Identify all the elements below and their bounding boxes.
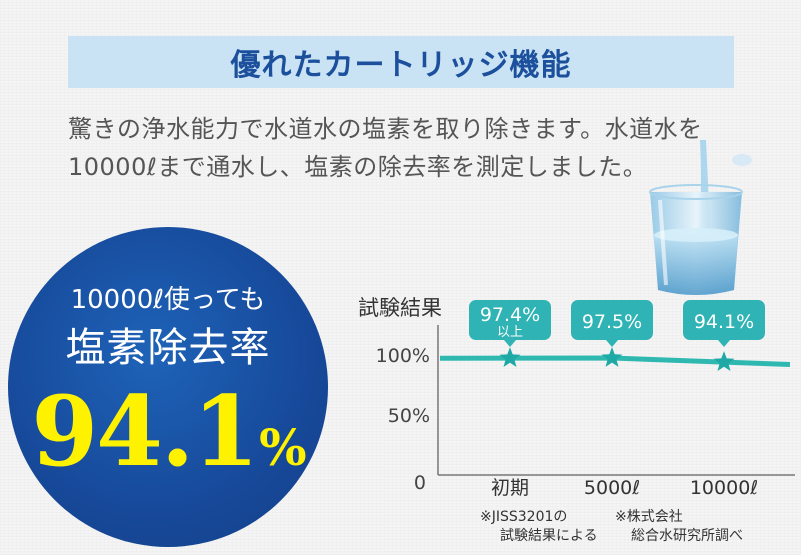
water-glass-icon bbox=[649, 140, 752, 295]
results-chart: 試験結果 100% 50% 0 初期 5000ℓ 10000ℓ 97.4%以上 97.5%… bbox=[358, 296, 795, 499]
removal-rate-badge: 10000ℓ使っても 塩素除去率 94.1% bbox=[8, 227, 328, 547]
x-tick-label: 初期 bbox=[491, 477, 529, 499]
badge-number: 94.1 bbox=[31, 375, 259, 488]
title-banner: 優れたカートリッジ機能 bbox=[68, 36, 734, 88]
data-label-value: 97.5% bbox=[582, 311, 642, 333]
footnote-1-line-1: ※JISS3201の bbox=[480, 509, 568, 525]
y-tick-label: 50% bbox=[388, 405, 430, 427]
footnote-2-line-2: 総合水研究所調べ bbox=[631, 528, 743, 544]
description: 驚きの浄水能力で水道水の塩素を取り除きます。水道水を 10000ℓまで通水し、塩… bbox=[68, 110, 768, 186]
star-marker bbox=[601, 347, 623, 367]
footnote-1-line-2: 試験結果による bbox=[500, 528, 598, 544]
footnote-2-line-1: ※株式会社 bbox=[615, 509, 683, 525]
chart-title: 試験結果 bbox=[358, 296, 442, 320]
y-tick-label: 0 bbox=[414, 472, 426, 494]
badge-line-1: 10000ℓ使っても bbox=[70, 285, 266, 315]
data-label-value: 94.1% bbox=[694, 311, 754, 333]
data-label-sub: 以上 bbox=[497, 325, 523, 340]
badge-value: 94.1% bbox=[8, 375, 328, 488]
x-tick-label: 10000ℓ bbox=[690, 477, 758, 499]
footnote-2: ※株式会社 総合水研究所調べ bbox=[615, 508, 743, 546]
data-label-value: 97.4% bbox=[480, 304, 540, 326]
badge-unit: % bbox=[259, 418, 306, 477]
x-tick-label: 5000ℓ bbox=[584, 477, 640, 499]
badge-line-2: 塩素除去率 bbox=[65, 325, 271, 371]
description-line-1: 驚きの浄水能力で水道水の塩素を取り除きます。水道水を bbox=[68, 115, 703, 143]
description-line-2: 10000ℓまで通水し、塩素の除去率を測定しました。 bbox=[68, 153, 648, 181]
data-label: 97.4%以上 bbox=[469, 300, 551, 347]
y-tick-label: 100% bbox=[376, 345, 430, 367]
footnote-1: ※JISS3201の 試験結果による bbox=[480, 508, 598, 546]
star-marker bbox=[713, 351, 735, 371]
star-marker bbox=[499, 347, 521, 367]
data-label: 97.5% bbox=[571, 300, 653, 347]
page-title: 優れたカートリッジ機能 bbox=[230, 48, 572, 83]
data-label: 94.1% bbox=[683, 300, 765, 347]
